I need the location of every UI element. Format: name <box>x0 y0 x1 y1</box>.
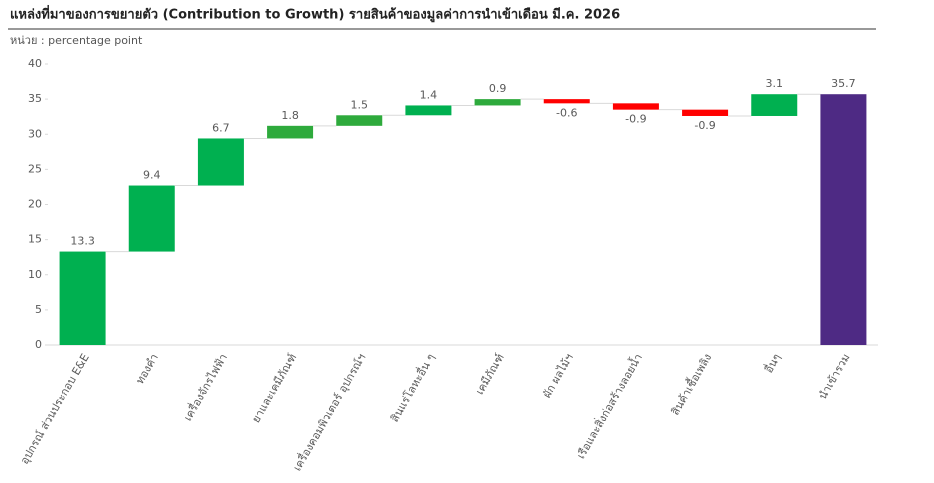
x-tick-label: อื่นๆ <box>760 350 783 375</box>
y-tick-label: 5 <box>35 303 42 316</box>
data-label: 6.7 <box>212 121 230 134</box>
bar <box>267 125 314 139</box>
x-tick-label: เครื่องจักรไฟฟ้า <box>179 351 230 424</box>
x-tick-label: ทองคำ <box>133 352 161 387</box>
x-tick-label: เคมีภัณฑ์ <box>473 352 507 397</box>
data-label: 1.5 <box>351 98 369 111</box>
y-tick-label: 20 <box>28 198 42 211</box>
y-tick-label: 40 <box>28 57 42 70</box>
bar <box>128 185 175 252</box>
bar <box>820 94 867 346</box>
data-label: -0.9 <box>694 119 715 132</box>
x-tick-label: ผัก ผลไม้ฯ <box>540 352 576 401</box>
y-tick-label: 25 <box>28 162 42 175</box>
x-tick-label: สินค้าเชื้อเพลิง <box>667 351 715 418</box>
bar <box>612 103 659 110</box>
bar <box>682 109 729 116</box>
x-tick-label: นำเข้ารวม <box>816 352 853 402</box>
x-tick-label: สินแร่โลหะอื่น ๆ <box>386 350 437 424</box>
data-label: 9.4 <box>143 169 161 182</box>
y-tick-label: 10 <box>28 268 42 281</box>
bar <box>751 94 798 116</box>
x-tick-label: ยาและเคมีภัณฑ์ <box>249 352 299 425</box>
chart-title: แหล่งที่มาของการขยายตัว (Contribution to… <box>10 5 620 23</box>
data-label: 35.7 <box>831 77 856 90</box>
bar <box>474 99 521 106</box>
data-label: 13.3 <box>70 235 95 248</box>
data-label: 1.8 <box>281 109 299 122</box>
x-tick-label: เครื่องคอมพิวเตอร์ อุปกรณ์ฯ <box>289 351 369 474</box>
chart-subtitle: หน่วย : percentage point <box>10 34 143 47</box>
bar <box>405 105 452 116</box>
bar <box>543 99 590 104</box>
data-label: -0.9 <box>625 113 646 126</box>
data-label: 1.4 <box>420 88 438 101</box>
y-tick-label: 0 <box>35 338 42 351</box>
data-label: 3.1 <box>766 77 784 90</box>
bar <box>197 138 244 186</box>
y-tick-label: 15 <box>28 233 42 246</box>
y-tick-label: 30 <box>28 127 42 140</box>
x-tick-label: อุปกรณ์ ส่วนประกอบ E&E <box>18 351 92 466</box>
x-tick-label: เรือและสิ่งก่อสร้างลอยน้ำ <box>573 351 646 462</box>
bar <box>336 115 383 126</box>
bar <box>59 251 106 345</box>
data-label: -0.6 <box>556 106 577 119</box>
y-tick-label: 35 <box>28 92 42 105</box>
data-label: 0.9 <box>489 82 507 95</box>
